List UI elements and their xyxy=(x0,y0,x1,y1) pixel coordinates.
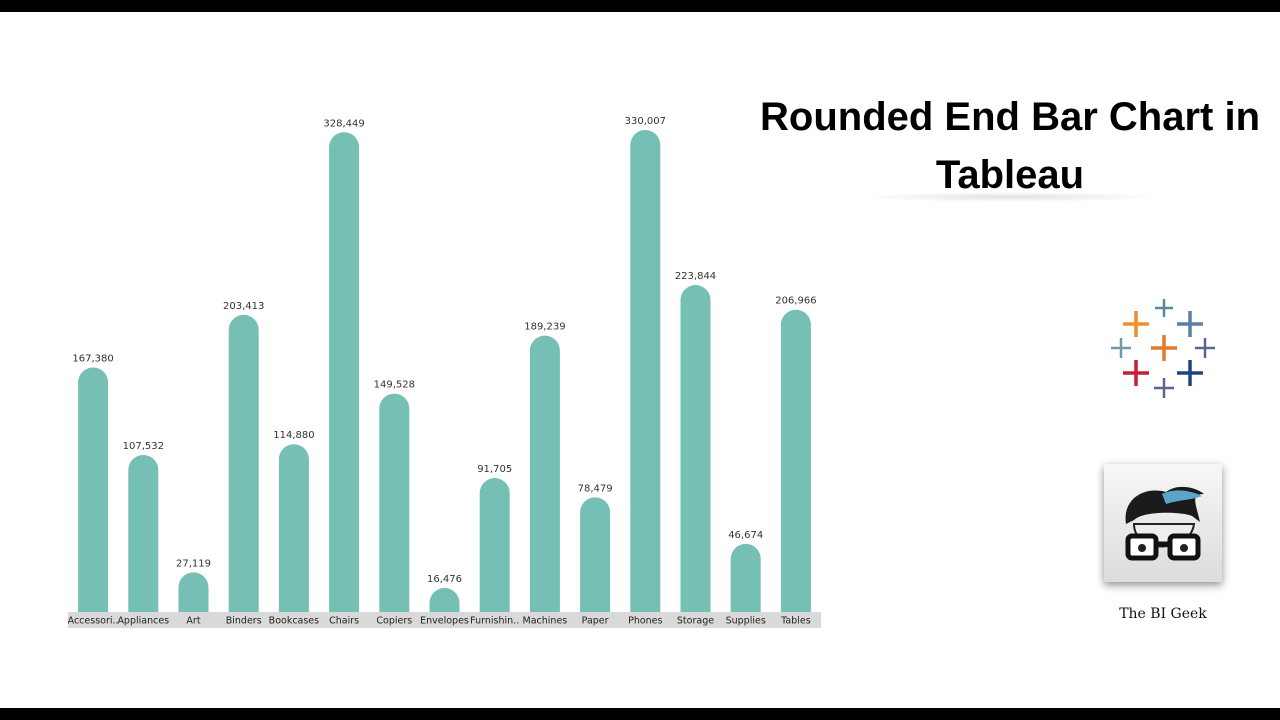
tableau-logo xyxy=(1111,299,1215,398)
bar xyxy=(529,335,560,612)
value-label: 46,674 xyxy=(728,530,763,541)
x-tick-label: Supplies xyxy=(726,616,766,627)
bar xyxy=(379,393,410,612)
x-tick-label: Machines xyxy=(523,616,568,627)
x-tick-label: Phones xyxy=(628,616,662,627)
value-label: 107,532 xyxy=(123,441,164,452)
title-shadow xyxy=(860,192,1160,202)
value-label: 114,880 xyxy=(273,430,314,441)
bar xyxy=(479,478,510,612)
bar xyxy=(680,285,711,612)
bar xyxy=(730,543,761,612)
chart-title: Rounded End Bar Chart in Tableau xyxy=(760,95,1260,197)
x-tick-label: Tables xyxy=(780,616,811,627)
x-tick-label: Bookcases xyxy=(269,616,319,627)
value-label: 189,239 xyxy=(524,322,565,333)
bar xyxy=(580,497,611,612)
x-tick-label: Paper xyxy=(582,616,609,627)
geek-logo xyxy=(1104,464,1222,582)
brand-name: The BI Geek xyxy=(1119,606,1207,622)
bar xyxy=(780,309,811,612)
value-label: 78,479 xyxy=(578,483,613,494)
x-tick-label: Binders xyxy=(226,616,262,627)
value-label: 167,380 xyxy=(72,354,113,365)
value-label: 203,413 xyxy=(223,301,264,312)
top-band xyxy=(0,0,1280,12)
value-label: 330,007 xyxy=(625,116,666,127)
bar xyxy=(329,132,360,612)
x-tick-label: Art xyxy=(186,616,200,627)
category-strip xyxy=(68,612,821,628)
x-tick-label: Furnishin.. xyxy=(470,616,519,627)
x-tick-label: Accessori.. xyxy=(68,616,119,627)
value-label: 206,966 xyxy=(775,296,816,307)
value-label: 91,705 xyxy=(477,464,512,475)
bottom-band xyxy=(0,708,1280,720)
bar xyxy=(228,314,259,612)
x-tick-label: Storage xyxy=(677,616,714,627)
value-label: 328,449 xyxy=(323,118,364,129)
x-tick-label: Copiers xyxy=(376,616,412,627)
value-label: 16,476 xyxy=(427,574,462,585)
bar xyxy=(630,130,661,612)
value-label: 149,528 xyxy=(374,380,415,391)
x-tick-label: Envelopes xyxy=(420,616,469,627)
bar xyxy=(278,444,309,612)
bar xyxy=(178,572,209,612)
bar xyxy=(429,587,460,612)
bar xyxy=(78,367,109,612)
value-label: 27,119 xyxy=(176,558,211,569)
geek-face xyxy=(1125,486,1204,561)
bar xyxy=(128,454,159,612)
value-label: 223,844 xyxy=(675,271,716,282)
x-tick-label: Appliances xyxy=(117,616,169,627)
x-tick-label: Chairs xyxy=(329,616,359,627)
chart: 167,380 Accessori.. 107,532 Appliances 27,11… xyxy=(68,116,821,628)
